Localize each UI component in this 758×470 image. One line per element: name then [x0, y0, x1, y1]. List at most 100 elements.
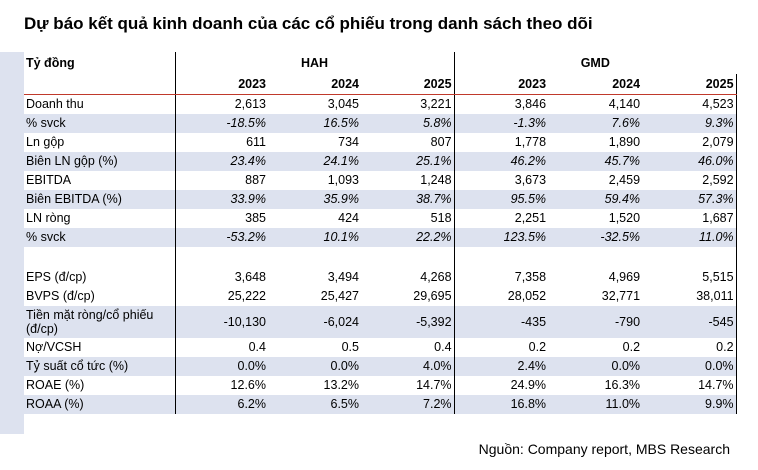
table-row-gross-profit: Ln gộp 611 734 807 1,778 1,890 2,079: [24, 133, 737, 152]
table-cell: 734: [338, 135, 359, 149]
table-cell: 2,251: [514, 211, 547, 225]
table-cell: 5,515: [642, 268, 737, 287]
table-row-eps: EPS (đ/cp) 3,648 3,494 4,268 7,358 4,969…: [24, 268, 737, 287]
table-cell: 38,011: [642, 287, 737, 306]
table-cell: 12.6%: [230, 378, 266, 392]
row-label-line1: Tiền mặt ròng/cổ phiếu: [26, 308, 154, 322]
table-cell: 3,494: [327, 270, 359, 284]
row-label: % svck: [24, 228, 176, 247]
row-label: Ln gộp: [24, 133, 176, 152]
table-spacer-row: [24, 247, 737, 268]
table-cell: 4,969: [608, 270, 641, 284]
table-cell: 2,079: [642, 133, 737, 152]
row-label: % svck: [24, 114, 176, 133]
table-cell: 1,520: [608, 211, 641, 225]
table-row-ebitda-margin: Biên EBITDA (%) 33.9% 35.9% 38.7% 95.5% …: [24, 190, 737, 209]
table-cell: 3,648: [234, 270, 266, 284]
table-row-net-profit: LN ròng 385 424 518 2,251 1,520 1,687: [24, 209, 737, 228]
table-cell: 1,778: [514, 135, 547, 149]
row-label: BVPS (đ/cp): [24, 287, 176, 306]
table-cell: 0.0%: [642, 357, 737, 376]
table-cell: 0.5: [341, 340, 359, 354]
table-cell: -545: [642, 306, 737, 338]
year-header: 2025: [642, 74, 737, 95]
table-cell: 11.0%: [642, 228, 737, 247]
row-label: Tiền mặt ròng/cổ phiếu (đ/cp): [24, 306, 176, 338]
table-cell: 5.8%: [361, 114, 455, 133]
table-cell: 611: [246, 135, 266, 149]
table-cell: 23.4%: [175, 152, 268, 171]
spacer-cell: [268, 247, 361, 268]
row-label: LN ròng: [24, 209, 176, 228]
row-label: ROAE (%): [24, 376, 176, 395]
unit-label: Tỷ đồng: [24, 52, 176, 74]
table-cell: 16.5%: [268, 114, 361, 133]
spacer-cell: [361, 247, 455, 268]
table-cell: -18.5%: [175, 114, 268, 133]
table-cell: 95.5%: [454, 190, 549, 209]
table-cell: 24.1%: [268, 152, 361, 171]
table-cell: 10.1%: [268, 228, 361, 247]
table-row-roae: ROAE (%) 12.6% 13.2% 14.7% 24.9% 16.3% 1…: [24, 376, 737, 395]
group-header-gmd: GMD: [580, 56, 610, 70]
table-row-revenue-growth: % svck -18.5% 16.5% 5.8% -1.3% 7.6% 9.3%: [24, 114, 737, 133]
header-row-groups: Tỷ đồng HAH GMD: [24, 52, 736, 74]
table-cell: 385: [245, 211, 266, 225]
table-cell: 25.1%: [361, 152, 455, 171]
table-row-net-cash-per-share: Tiền mặt ròng/cổ phiếu (đ/cp) -10,130 -6,…: [24, 306, 737, 338]
row-label: Biên LN gộp (%): [24, 152, 176, 171]
table-cell: 11.0%: [548, 395, 643, 414]
table-cell: 4,140: [608, 97, 641, 111]
table-cell: 33.9%: [175, 190, 268, 209]
table-cell: 14.7%: [361, 376, 455, 395]
table-cell: 25,427: [320, 289, 359, 303]
row-label: Biên EBITDA (%): [24, 190, 176, 209]
table-cell: 1,890: [608, 135, 641, 149]
table-row-bvps: BVPS (đ/cp) 25,222 25,427 29,695 28,052 …: [24, 287, 737, 306]
table-cell: 16.8%: [454, 395, 549, 414]
row-label: Nợ/VCSH: [24, 338, 176, 357]
table-cell: 24.9%: [510, 378, 547, 392]
table-cell: 32,771: [601, 289, 641, 303]
table-cell: 7,358: [514, 270, 547, 284]
year-header: 2025: [361, 74, 455, 95]
page-title: Dự báo kết quả kinh doanh của các cổ phi…: [24, 14, 593, 33]
table-cell: 7.2%: [361, 395, 455, 414]
row-label: Tỷ suất cổ tức (%): [24, 357, 176, 376]
table-cell: 29,695: [361, 287, 455, 306]
table-cell: -6,024: [268, 306, 361, 338]
table-cell: 4.0%: [361, 357, 455, 376]
table-cell: 3,846: [514, 97, 547, 111]
table-row-dividend-yield: Tỷ suất cổ tức (%) 0.0% 0.0% 4.0% 2.4% 0…: [24, 357, 737, 376]
table-row-gross-margin: Biên LN gộp (%) 23.4% 24.1% 25.1% 46.2% …: [24, 152, 737, 171]
table-cell: 2.4%: [454, 357, 549, 376]
year-header: 2024: [268, 74, 361, 95]
table-cell: -5,392: [361, 306, 455, 338]
table-cell: 25,222: [227, 289, 266, 303]
table-cell: -435: [454, 306, 549, 338]
group-header-hah: HAH: [175, 52, 455, 74]
table-row-ebitda: EBITDA 887 1,093 1,248 3,673 2,459 2,592: [24, 171, 737, 190]
table-cell: 35.9%: [268, 190, 361, 209]
table-cell: 7.6%: [548, 114, 643, 133]
table-cell: 0.2: [622, 340, 641, 354]
table-cell: 38.7%: [361, 190, 455, 209]
spacer-cell: [24, 247, 176, 268]
table-cell: 1,248: [361, 171, 455, 190]
table-cell: -790: [548, 306, 643, 338]
table-cell: -32.5%: [548, 228, 643, 247]
row-label: EBITDA: [24, 171, 176, 190]
table-cell: 45.7%: [548, 152, 643, 171]
table-cell: 0.2: [528, 340, 547, 354]
table-cell: 3,673: [514, 173, 547, 187]
row-label-line2: (đ/cp): [26, 322, 58, 336]
table-cell: 2,459: [608, 173, 641, 187]
table-cell: 1,687: [642, 209, 737, 228]
table-cell: -10,130: [175, 306, 268, 338]
table-cell: 22.2%: [361, 228, 455, 247]
table-cell: 0.0%: [548, 357, 643, 376]
decorative-strip: [0, 52, 24, 434]
forecast-table: Tỷ đồng HAH GMD 2023 2024 2025 2023 2024…: [24, 52, 737, 414]
row-label: Doanh thu: [24, 94, 176, 114]
table-cell: 46.2%: [454, 152, 549, 171]
